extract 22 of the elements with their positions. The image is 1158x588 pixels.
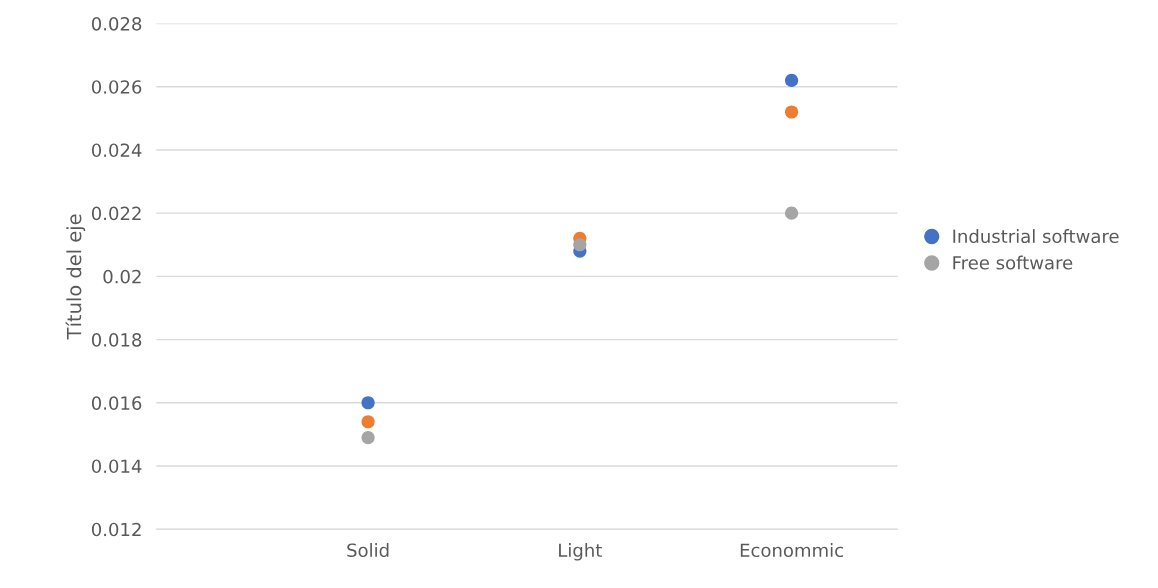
- legend-label: Industrial software: [953, 229, 1119, 244]
- legend-label: Free software: [953, 255, 1073, 270]
- x-tick-label: Econommic: [740, 543, 843, 558]
- point: [784, 105, 799, 119]
- y-tick-label: 0.018: [91, 333, 142, 347]
- y-tick-label: 0.014: [91, 459, 142, 474]
- y-tick-label: 0.024: [91, 143, 142, 158]
- x-tick-label: Light: [559, 543, 602, 561]
- y-tick-label: 0.02: [103, 269, 141, 284]
- y-tick-label: 0.012: [91, 522, 141, 537]
- y-tick-label: 0.022: [91, 206, 141, 221]
- y-tick-label: 0.026: [91, 80, 142, 94]
- point: [361, 430, 375, 445]
- x-tick-label: Solid: [347, 543, 389, 558]
- y-tick-label: 0.028: [91, 16, 142, 31]
- y-tick-label: 0.016: [91, 396, 142, 410]
- point: [361, 396, 375, 410]
- point: [361, 415, 375, 429]
- point: [573, 238, 587, 252]
- point: [784, 206, 799, 220]
- point: [784, 73, 799, 87]
- y-axis-title: Título del eje: [65, 214, 86, 340]
